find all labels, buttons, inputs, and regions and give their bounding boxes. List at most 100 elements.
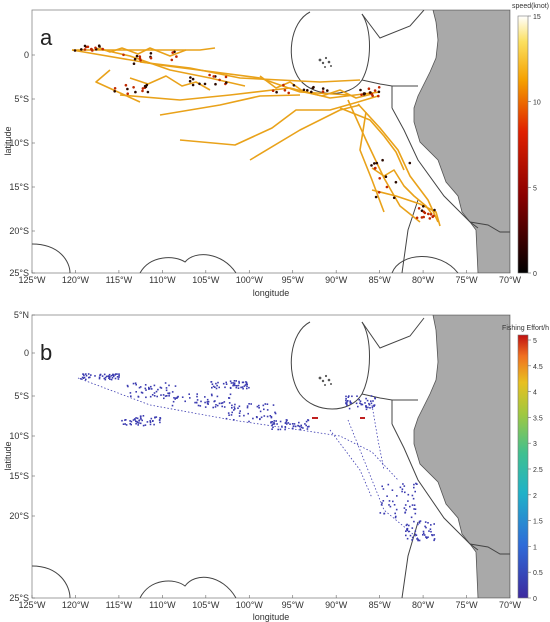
panel-a-xlabel: longitude [253,288,290,298]
effort-point [150,417,153,420]
effort-point [135,422,137,425]
effort-point [262,404,265,407]
effort-point [189,397,191,399]
effort-point [272,404,275,406]
effort-point [155,416,158,418]
effort-point [188,393,190,395]
y-tick-label: 5°S [14,94,29,104]
speed-point [377,90,381,94]
speed-point [208,73,211,77]
effort-point [176,396,179,398]
effort-point [247,412,249,415]
effort-point [104,376,107,379]
effort-point [111,377,114,379]
effort-point [126,384,129,387]
effort-point [108,375,110,377]
effort-point [383,512,386,515]
speed-point [141,87,145,90]
effort-point [404,491,406,494]
panel-b-colorbar-title: Fishing Effort/h [502,325,549,332]
effort-point [145,389,147,391]
speed-point [417,207,421,210]
effort-point [144,387,147,390]
effort-point [217,381,219,384]
effort-point [305,420,308,423]
effort-point [154,416,156,419]
effort-point [168,395,170,397]
effort-point [373,404,376,406]
effort-point [138,422,140,424]
effort-point [345,403,348,405]
speed-point [378,177,382,180]
effort-point [359,400,362,402]
effort-point [168,392,171,394]
effort-point [216,404,219,407]
effort-point [411,536,414,539]
effort-point [175,397,177,399]
effort-point [171,404,174,407]
effort-point [248,386,250,389]
effort-point [271,424,273,427]
effort-point [418,522,421,524]
effort-point [255,416,258,418]
effort-point [218,386,220,389]
speed-point [191,77,195,81]
effort-point [83,376,86,379]
speed-point [212,75,215,78]
effort-point [153,423,155,426]
speed-point [375,161,379,165]
effort-point [407,530,410,533]
effort-point [260,416,263,419]
effort-point [410,516,413,519]
speed-point [218,78,221,82]
effort-point [242,381,245,384]
speed-point [370,92,374,96]
effort-point [149,421,152,423]
speed-point [422,210,426,214]
effort-point [349,402,352,404]
effort-point [416,483,418,485]
effort-point [388,504,390,506]
effort-point [245,381,247,383]
effort-point [404,504,407,506]
speed-point [225,81,228,84]
effort-point [387,483,390,486]
x-tick-label: 110°W [149,600,176,610]
effort-point [146,421,149,423]
y-tick-label: 0 [24,348,29,358]
effort-point [118,376,120,378]
effort-point [138,419,141,421]
effort-point [85,374,88,377]
speed-point [321,87,325,90]
speed-point [306,89,309,92]
effort-point [297,424,299,427]
y-tick-label: 10°S [9,138,29,148]
x-tick-label: 80°W [412,600,435,610]
effort-point [212,406,214,409]
effort-point [246,387,248,390]
effort-point [361,403,364,406]
effort-point [433,538,436,540]
effort-point [211,383,214,385]
effort-point [405,509,407,511]
effort-point [306,428,309,430]
speed-point [188,79,192,83]
colorbar-tick-label: 4.5 [533,364,543,371]
speed-point [171,51,174,54]
effort-point [210,393,213,396]
effort-point [153,384,156,387]
transit-trails [77,377,421,541]
effort-point [228,402,231,404]
effort-point [135,391,137,393]
effort-point [258,404,260,407]
effort-point [304,423,306,425]
effort-point [414,512,417,515]
effort-point [266,403,269,405]
effort-point [211,386,213,389]
effort-point [406,523,408,526]
effort-point [405,530,407,532]
effort-point [231,411,233,414]
x-tick-label: 95°W [282,275,305,285]
effort-point [132,382,135,385]
effort-point [259,418,261,421]
